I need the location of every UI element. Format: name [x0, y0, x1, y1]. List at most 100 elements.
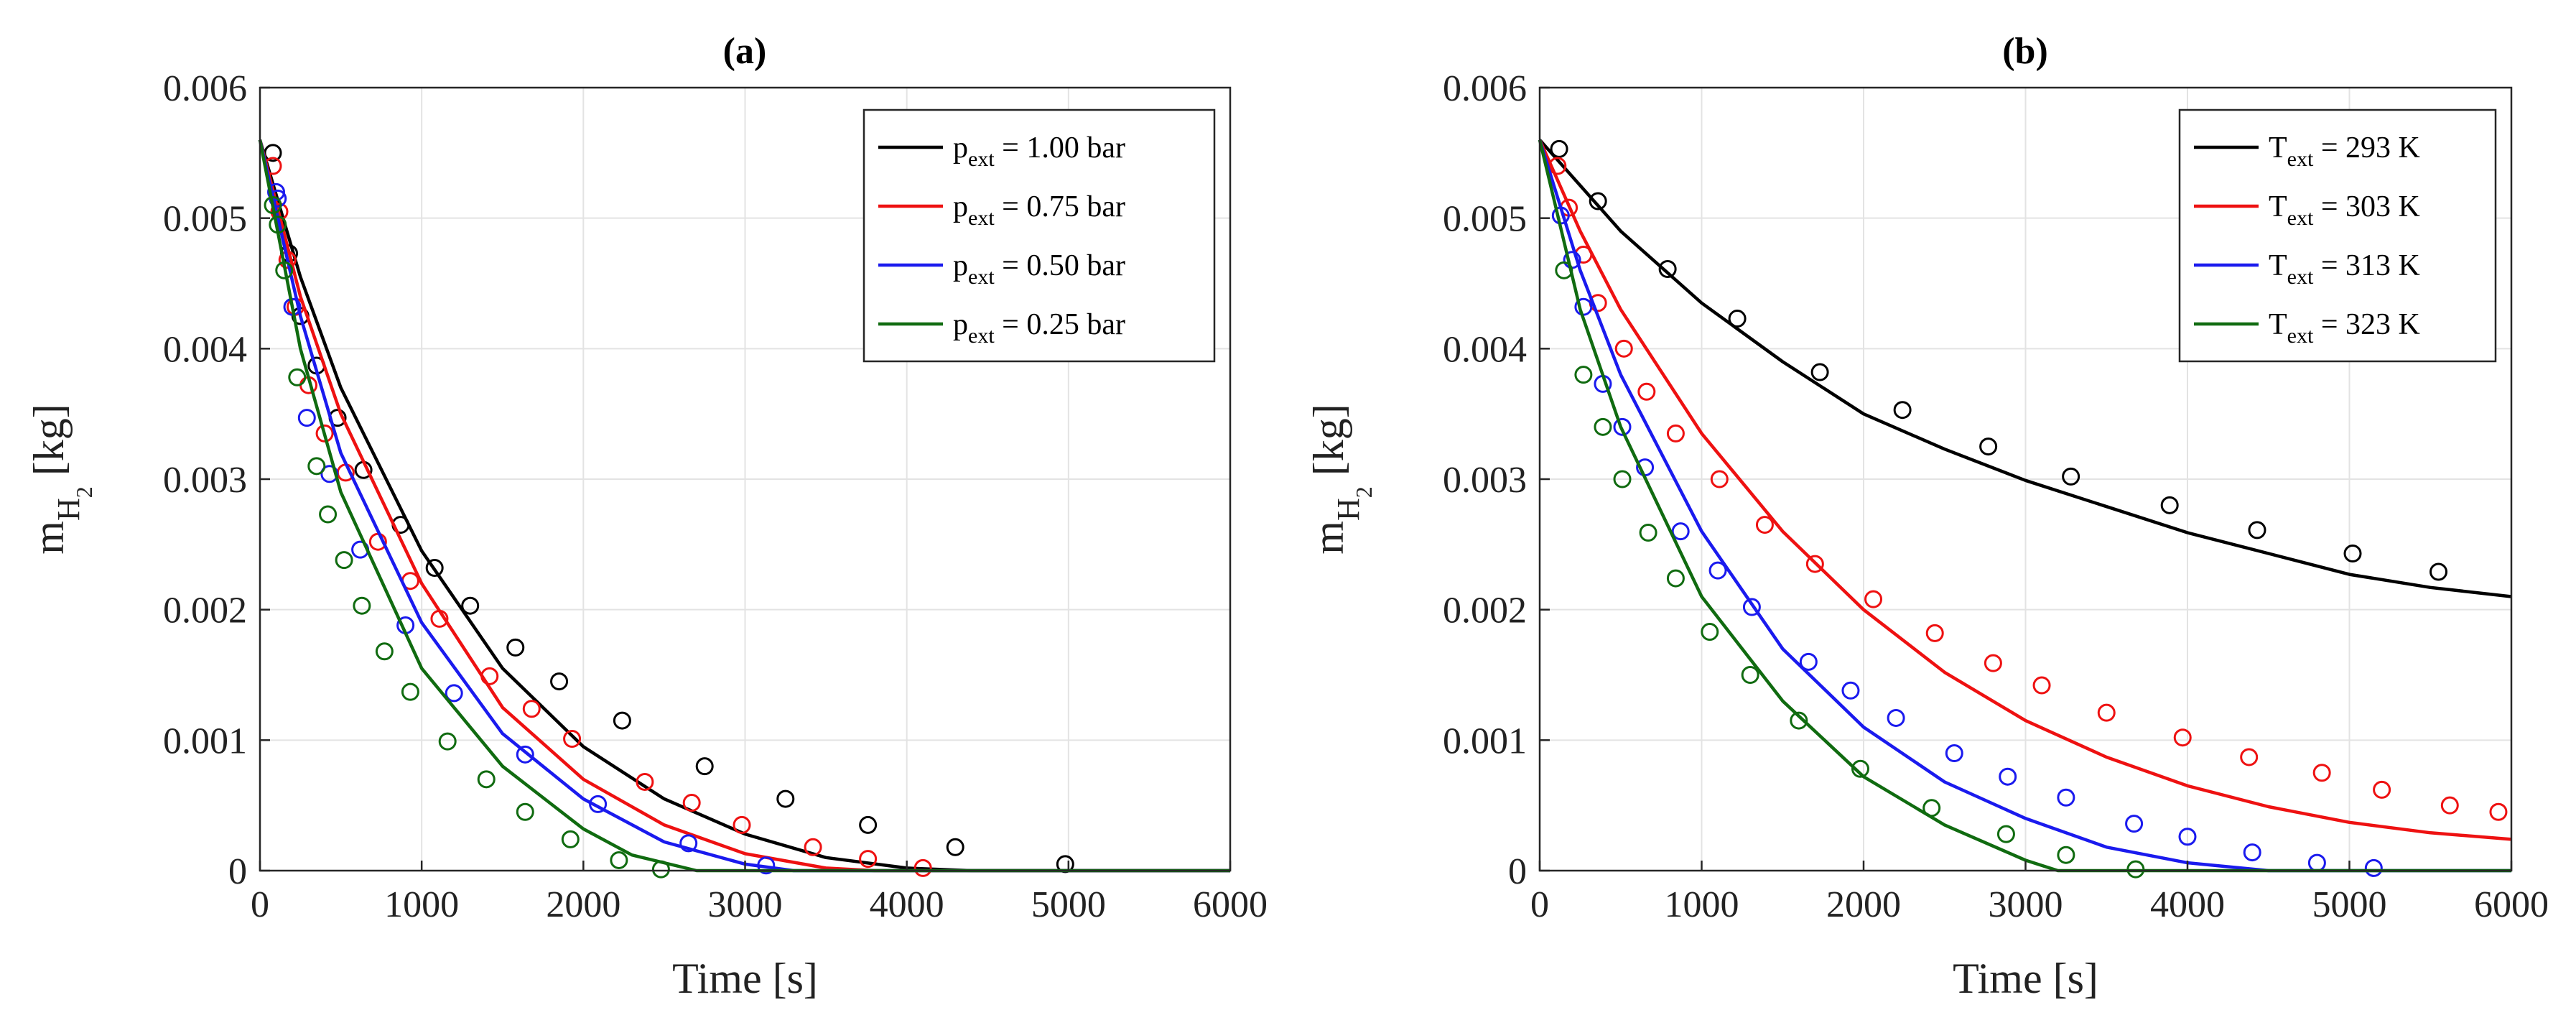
series-line-1 — [258, 139, 1230, 873]
x-tick-label: 4000 — [870, 884, 944, 925]
x-axis-label: Time [s] — [1953, 955, 2098, 1002]
chart-panel-b: 0 1000 2000 3000 4000 5000 6000 0 0.001 0.002 0.00… — [1305, 31, 2549, 1002]
data-marker — [2243, 843, 2261, 862]
data-marker — [1979, 437, 1998, 456]
data-marker — [913, 858, 932, 877]
chart-title: (a) — [723, 31, 767, 72]
data-marker — [2125, 815, 2144, 833]
y-tick-label: 0.001 — [1443, 721, 1527, 761]
data-marker — [430, 609, 449, 628]
data-marker — [1550, 139, 1568, 158]
y-tick-label: 0.004 — [163, 329, 247, 370]
data-marker — [315, 424, 334, 443]
data-marker — [1658, 260, 1677, 279]
x-tick-label: 1000 — [1665, 884, 1739, 925]
data-marker — [480, 667, 499, 685]
data-marker — [275, 261, 294, 279]
data-marker — [589, 795, 608, 813]
data-marker — [2373, 780, 2391, 799]
data-marker — [516, 802, 534, 821]
data-marker — [506, 638, 525, 657]
series-line-0 — [258, 139, 1230, 873]
legend-label-3: pext = 0.25 bar — [953, 308, 1125, 348]
legend-label-1: Text = 303 K — [2269, 190, 2420, 230]
data-marker — [307, 457, 326, 476]
data-marker — [1864, 590, 1883, 608]
data-marker — [288, 368, 307, 386]
y-tick-label: 0.002 — [1443, 590, 1527, 631]
series-line-0 — [1538, 139, 2512, 598]
data-marker — [2364, 858, 2383, 877]
y-axis-label: mH2 [kg] — [25, 404, 97, 554]
data-marker — [401, 682, 419, 701]
data-marker — [859, 815, 878, 834]
data-marker — [1742, 598, 1761, 616]
data-marker — [1548, 157, 1567, 175]
x-tick-label: 3000 — [708, 884, 783, 925]
data-marker — [1555, 261, 1573, 279]
data-marker — [2062, 467, 2080, 486]
legend-label-0: Text = 293 K — [2269, 131, 2420, 171]
data-marker — [1701, 623, 1719, 641]
data-marker — [522, 700, 541, 718]
data-marker — [2248, 521, 2266, 539]
data-marker — [2057, 788, 2075, 807]
x-tick-label: 2000 — [546, 884, 620, 925]
data-marker — [1887, 708, 1905, 727]
x-tick-label: 6000 — [1193, 884, 1268, 925]
data-marker — [1639, 523, 1657, 542]
data-marker — [1589, 192, 1607, 210]
data-marker — [1925, 624, 1944, 642]
data-marker — [267, 182, 286, 201]
series-line-2 — [258, 139, 1230, 873]
data-marker — [1851, 759, 1869, 778]
data-marker — [2057, 846, 2075, 864]
data-marker — [353, 596, 371, 615]
data-marker — [2429, 562, 2448, 581]
data-marker — [651, 860, 670, 879]
legend-label-2: pext = 0.50 bar — [953, 249, 1125, 289]
x-tick-label: 0 — [251, 884, 269, 925]
data-marker — [636, 772, 654, 791]
data-marker — [425, 559, 444, 578]
data-marker — [1708, 561, 1727, 580]
series-group — [1538, 139, 2512, 879]
data-marker — [1805, 555, 1824, 573]
data-marker — [2097, 703, 2116, 722]
x-tick-label: 1000 — [384, 884, 459, 925]
data-marker — [1614, 339, 1633, 358]
data-marker — [2160, 496, 2179, 514]
legend: pext = 1.00 bar pext = 0.75 bar pext = 0.5… — [862, 108, 1216, 363]
data-marker — [561, 830, 580, 848]
data-marker — [445, 684, 463, 703]
data-marker — [2126, 860, 2145, 879]
data-marker — [297, 409, 316, 427]
data-marker — [2178, 828, 2197, 846]
series-group — [258, 139, 1230, 879]
legend-label-0: pext = 1.00 bar — [953, 131, 1125, 171]
y-tick-label: 0.001 — [163, 721, 247, 761]
data-marker — [682, 794, 701, 812]
data-marker — [1671, 522, 1690, 541]
data-marker — [1613, 417, 1632, 436]
legend-box — [2178, 108, 2497, 363]
data-marker — [1996, 825, 2015, 843]
series-line-3 — [258, 139, 1230, 873]
data-marker — [1999, 767, 2017, 786]
data-marker — [2032, 676, 2051, 695]
legend-label-3: Text = 323 K — [2269, 308, 2420, 348]
legend-label-1: pext = 0.75 bar — [953, 190, 1125, 230]
y-tick-label: 0.004 — [1443, 329, 1527, 370]
data-marker — [679, 834, 698, 853]
data-marker — [1710, 470, 1729, 488]
y-tick-label: 0 — [228, 851, 247, 892]
chart-title: (b) — [2002, 31, 2048, 72]
data-marker — [438, 732, 457, 751]
y-tick-label: 0 — [1508, 851, 1527, 892]
data-marker — [1594, 417, 1612, 436]
data-marker — [516, 745, 534, 764]
data-marker — [1613, 470, 1632, 488]
data-marker — [1945, 744, 1963, 762]
data-marker — [1574, 366, 1593, 384]
